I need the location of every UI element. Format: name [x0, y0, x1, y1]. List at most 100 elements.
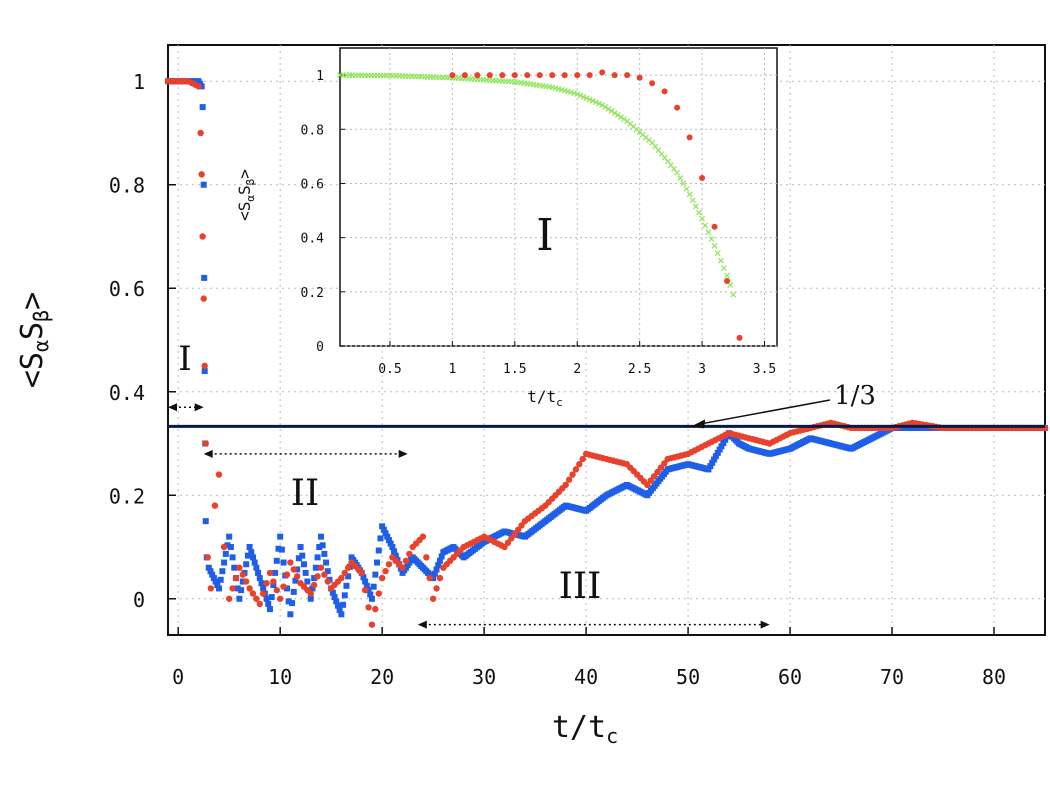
data-point-red: [579, 455, 586, 463]
inset-data-point-green: [686, 191, 693, 198]
data-point-blue: [716, 446, 723, 453]
data-point-blue: [243, 561, 250, 568]
inset-data-point-green: [586, 96, 593, 103]
region-arrow-right: [194, 403, 204, 412]
data-point-blue: [209, 571, 216, 578]
data-point-blue: [436, 557, 443, 564]
data-point-blue: [368, 595, 375, 602]
data-point-red: [204, 554, 211, 561]
data-point-red: [220, 543, 228, 551]
data-point-red: [239, 571, 246, 578]
data-point-red: [246, 585, 253, 592]
data-point-blue: [720, 440, 727, 447]
inset-data-point-green-stroke: [724, 272, 730, 279]
inset-data-point-green-stroke: [611, 110, 618, 116]
data-point-blue: [207, 568, 214, 575]
data-point-red: [236, 564, 243, 571]
data-point-blue: [273, 557, 280, 564]
main-x-tick-label: 30: [472, 665, 496, 689]
data-point-blue: [312, 564, 319, 571]
data-point-blue: [380, 526, 387, 533]
inset-data-point-green: [674, 169, 681, 176]
inset-data-point-green-stroke: [621, 116, 627, 123]
inset-data-point-red: [486, 72, 493, 79]
data-point-blue: [256, 575, 263, 582]
data-point-blue: [338, 611, 345, 618]
data-point-blue: [226, 533, 233, 540]
region-label: I: [178, 339, 191, 379]
inset-data-point-green-stroke: [618, 114, 624, 121]
inset-data-point-green-stroke: [608, 108, 615, 114]
data-point-blue: [391, 548, 398, 555]
data-point-red: [317, 564, 325, 571]
data-point-blue: [201, 368, 208, 375]
data-point-red: [361, 586, 369, 594]
inset-data-point-green-stroke: [714, 250, 721, 257]
data-point-red: [293, 573, 301, 580]
data-point-blue: [379, 523, 386, 530]
inset-data-point-green-stroke: [702, 222, 709, 229]
data-point-red: [423, 554, 430, 561]
inset-data-point-red: [536, 72, 543, 79]
inset-data-point-red: [511, 72, 518, 79]
inset-data-point-green-stroke: [671, 165, 677, 172]
data-point-blue: [360, 574, 367, 581]
reference-annotation-arrow-shaft: [703, 399, 831, 425]
inset-data-point-green-stroke: [658, 151, 665, 157]
inset-y-label-sub2: β: [244, 178, 257, 185]
main-x-tick-label: 40: [574, 665, 598, 689]
inset-series: [337, 69, 743, 341]
data-point-red: [263, 580, 270, 587]
data-point-red: [338, 574, 345, 582]
main-x-label-sub: c: [606, 724, 618, 748]
inset-data-point-green-stroke: [568, 89, 574, 96]
data-point-blue: [372, 571, 379, 578]
data-point-red: [378, 574, 386, 582]
main-y-tick-label: 0.8: [109, 174, 145, 198]
data-point-red: [504, 539, 512, 546]
inset-data-point-green: [577, 92, 584, 99]
data-point-red: [256, 600, 263, 608]
data-point-red: [229, 585, 236, 592]
inset-region-label: I: [536, 210, 553, 261]
inset-data-point-green-stroke: [705, 229, 712, 236]
data-point-red: [644, 481, 651, 489]
inset-data-point-green-stroke: [717, 257, 724, 264]
data-point-blue: [343, 582, 350, 589]
data-point-blue: [260, 585, 267, 592]
data-point-red: [375, 590, 382, 597]
data-point-red: [202, 440, 209, 447]
inset-data-point-green-stroke: [627, 120, 634, 127]
inset-y-label-a: <S: [235, 202, 254, 221]
data-point-red: [511, 530, 518, 538]
data-point-blue: [299, 552, 306, 559]
inset-series-green: [337, 72, 737, 298]
data-point-red: [365, 604, 372, 611]
inset-plot-frame: [339, 47, 778, 347]
data-point-blue: [219, 568, 226, 575]
data-point-blue: [292, 577, 299, 584]
data-point-blue: [236, 595, 243, 602]
inset-data-point-green: [699, 215, 706, 222]
inset-y-axis-label: <SαSβ>: [235, 169, 257, 221]
data-point-blue: [221, 559, 228, 566]
data-point-blue: [430, 575, 437, 582]
inset-data-point-green-stroke: [577, 92, 584, 99]
inset-data-point-green-stroke: [721, 265, 727, 272]
data-point-red: [344, 564, 352, 571]
inset-data-point-red: [686, 134, 693, 141]
main-x-tick-label: 20: [370, 665, 394, 689]
region-label: III: [559, 566, 602, 607]
data-point-blue: [362, 578, 369, 585]
inset-data-point-green-stroke: [664, 158, 671, 165]
inset-data-point-green: [589, 97, 596, 104]
inset-data-point-green-stroke: [655, 147, 662, 154]
data-point-red: [576, 461, 583, 468]
data-point-red: [211, 502, 219, 509]
inset-data-point-green: [608, 108, 615, 114]
inset-data-point-green-stroke: [549, 84, 556, 91]
data-point-blue: [229, 554, 236, 561]
inset-x-axis-label: t/tc: [527, 387, 563, 409]
data-point-blue: [307, 595, 314, 602]
data-point-blue: [239, 578, 246, 585]
